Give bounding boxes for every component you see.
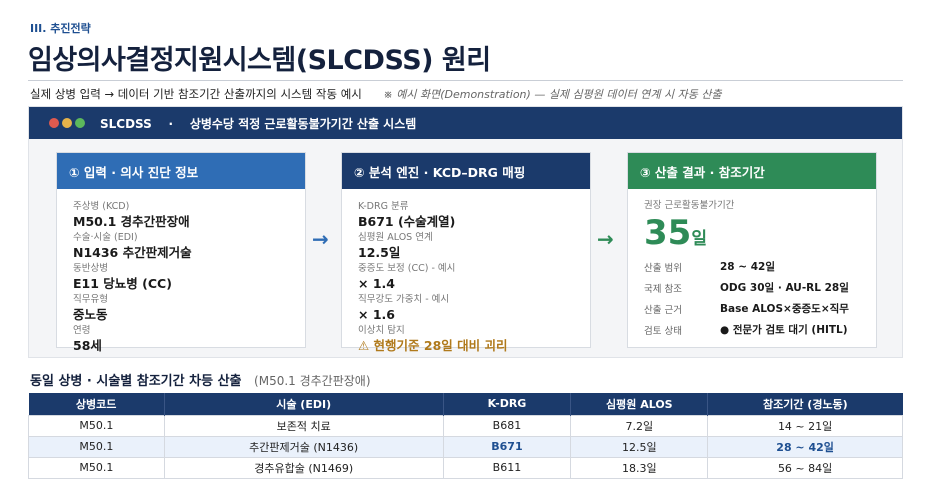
field-value: × 1.4	[358, 276, 395, 291]
recommend-unit: 일	[691, 229, 707, 249]
window-dot-red-icon	[49, 118, 59, 128]
input-panel-header: ① 입력 · 의사 진단 정보	[57, 153, 305, 189]
result-panel-header: ③ 산출 결과 · 참조기간	[628, 153, 876, 189]
window-dot-green-icon	[75, 118, 85, 128]
table-row: M50.1 보존적 치료 B681 7.2일 14 ~ 21일	[28, 414, 903, 437]
table-title-row: 동일 상병 · 시술별 참조기간 차등 산출 (M50.1 경추간판장애)	[30, 370, 371, 389]
arrow-right-icon: →	[597, 227, 614, 251]
cell-drg: B681	[442, 414, 572, 437]
system-card: SLCDSS · 상병수당 적정 근로활동불가기간 산출 시스템 ① 입력 · …	[28, 106, 903, 358]
cell-alos: 7.2일	[570, 414, 709, 437]
field-label: 직무유형	[73, 294, 108, 305]
recommend-period: 35일	[644, 213, 860, 253]
recommend-value: 35	[644, 213, 692, 253]
result-panel: ③ 산출 결과 · 참조기간 권장 근로활동불가기간 35일 산출 범위 28 …	[627, 152, 877, 348]
field-value: M50.1 경추간판장애	[73, 214, 190, 229]
field-label: 동반상병	[73, 263, 108, 274]
cell-procedure: 경추유합술 (N1469)	[163, 456, 444, 479]
result-key: 산출 근거	[644, 304, 682, 316]
field-label: 직무강도 가중치 - 예시	[358, 294, 450, 305]
input-panel-body: 주상병 (KCD) M50.1 경추간판장애 수술·시술 (EDI) N1436…	[57, 189, 305, 366]
table-header-row: 상병코드 시술 (EDI) K-DRG 심평원 ALOS 참조기간 (경노동)	[28, 393, 903, 415]
result-row: 산출 범위 28 ~ 42일	[644, 259, 860, 274]
window-dot-yellow-icon	[62, 118, 72, 128]
field-value: × 1.6	[358, 307, 395, 322]
cell-period: 14 ~ 21일	[707, 414, 903, 437]
system-description: 상병수당 적정 근로활동불가기간 산출 시스템	[189, 116, 417, 131]
field-value: 58세	[73, 338, 102, 353]
column-header: 상병코드	[28, 393, 165, 415]
cell-alos: 12.5일	[570, 435, 709, 458]
field-label: 연령	[73, 325, 91, 336]
table-row-highlighted: M50.1 추간판제거술 (N1436) B671 12.5일 28 ~ 42일	[28, 435, 903, 458]
column-header: 참조기간 (경노동)	[707, 393, 903, 415]
result-panel-body: 권장 근로활동불가기간 35일 산출 범위 28 ~ 42일 국제 참조 ODG…	[628, 189, 876, 347]
table-title: 동일 상병 · 시술별 참조기간 차등 산출	[30, 374, 242, 389]
subtitle-text: 실제 상병 입력 → 데이터 기반 참조기간 산출까지의 시스템 작동 예시	[30, 87, 362, 101]
cell-procedure: 보존적 치료	[163, 414, 444, 437]
outlier-warning: ⚠ 현행기준 28일 대비 괴리	[358, 338, 508, 353]
column-header: K-DRG	[443, 393, 572, 415]
outlier-label: 이상치 탐지	[358, 325, 405, 336]
result-row: 국제 참조 ODG 30일 · AU-RL 28일	[644, 280, 860, 295]
result-value: ODG 30일 · AU-RL 28일	[720, 282, 849, 294]
system-name: SLCDSS	[100, 116, 152, 131]
field-label: 수술·시술 (EDI)	[73, 232, 138, 243]
reference-period-table: 상병코드 시술 (EDI) K-DRG 심평원 ALOS 참조기간 (경노동) …	[28, 393, 903, 479]
cell-code: M50.1	[28, 435, 165, 458]
column-header: 심평원 ALOS	[570, 393, 709, 415]
section-label: III. 추진전략	[30, 22, 91, 35]
demo-note: ※ 예시 화면(Demonstration) — 실제 심평원 데이터 연계 시…	[383, 88, 722, 101]
cell-procedure: 추간판제거술 (N1436)	[163, 435, 444, 458]
system-bar-title: SLCDSS · 상병수당 적정 근로활동불가기간 산출 시스템	[100, 115, 416, 132]
cell-alos: 18.3일	[570, 456, 709, 479]
engine-panel: ② 분석 엔진 · KCD–DRG 매핑 K-DRG 분류 B671 (수술계열…	[341, 152, 591, 353]
review-status: ● 전문가 검토 대기 (HITL)	[720, 324, 848, 336]
result-value: Base ALOS×중증도×직무	[720, 303, 849, 315]
table-row: M50.1 경추유합술 (N1469) B611 18.3일 56 ~ 84일	[28, 456, 903, 479]
recommend-label: 권장 근로활동불가기간	[644, 200, 735, 211]
cell-period: 28 ~ 42일	[707, 435, 903, 458]
engine-panel-header: ② 분석 엔진 · KCD–DRG 매핑	[342, 153, 590, 189]
cell-period: 56 ~ 84일	[707, 456, 903, 479]
cell-code: M50.1	[28, 456, 165, 479]
title-divider	[28, 80, 903, 81]
field-label: 심평원 ALOS 연계	[358, 232, 433, 243]
field-value: N1436 추간판제거술	[73, 245, 192, 260]
result-row: 검토 상태 ● 전문가 검토 대기 (HITL)	[644, 322, 860, 337]
system-bar: SLCDSS · 상병수당 적정 근로활동불가기간 산출 시스템	[29, 107, 902, 139]
result-key: 국제 참조	[644, 283, 682, 295]
system-separator: ·	[168, 116, 174, 131]
result-key: 검토 상태	[644, 325, 682, 337]
column-header: 시술 (EDI)	[164, 393, 444, 415]
engine-panel-body: K-DRG 분류 B671 (수술계열) 심평원 ALOS 연계 12.5일 중…	[342, 189, 590, 364]
field-value: B671 (수술계열)	[358, 214, 456, 229]
page-title: 임상의사결정지원시스템(SLCDSS) 원리	[28, 45, 491, 76]
field-value: 12.5일	[358, 245, 401, 260]
subtitle-row: 실제 상병 입력 → 데이터 기반 참조기간 산출까지의 시스템 작동 예시 ※…	[30, 86, 722, 102]
table-title-note: (M50.1 경추간판장애)	[254, 374, 371, 388]
field-label: 주상병 (KCD)	[73, 201, 130, 212]
arrow-right-icon: →	[312, 227, 329, 251]
result-value: 28 ~ 42일	[720, 261, 775, 273]
field-label: 중증도 보정 (CC) - 예시	[358, 263, 456, 274]
cell-drg: B611	[442, 456, 572, 479]
result-key: 산출 범위	[644, 262, 682, 274]
input-panel: ① 입력 · 의사 진단 정보 주상병 (KCD) M50.1 경추간판장애 수…	[56, 152, 306, 353]
result-row: 산출 근거 Base ALOS×중증도×직무	[644, 301, 860, 316]
field-value: E11 당뇨병 (CC)	[73, 276, 172, 291]
field-value: 중노동	[73, 307, 108, 322]
cell-code: M50.1	[28, 414, 165, 437]
cell-drg: B671	[442, 435, 572, 458]
field-label: K-DRG 분류	[358, 201, 409, 212]
